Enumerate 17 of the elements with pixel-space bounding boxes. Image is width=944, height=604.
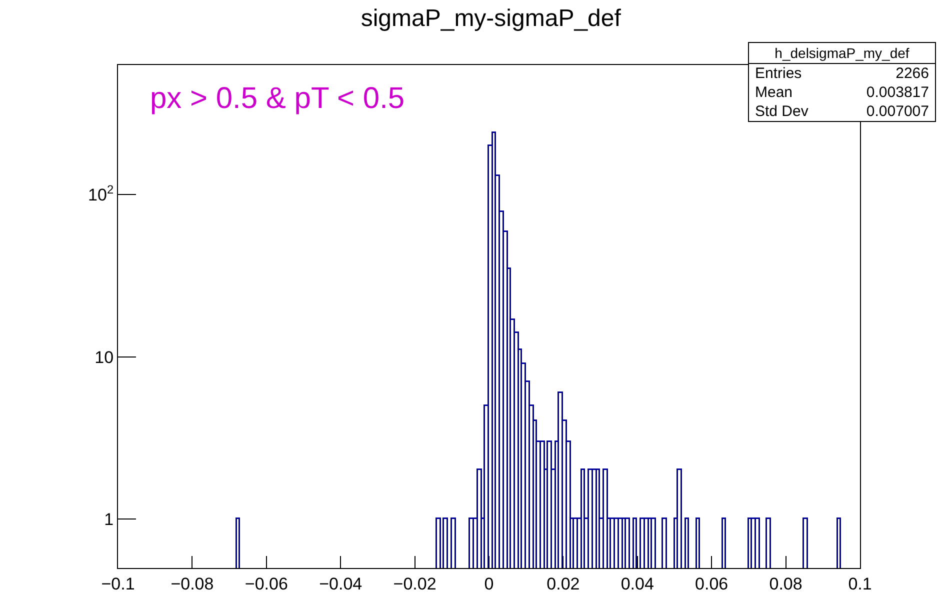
x-tick-label: 0.04 xyxy=(620,574,654,594)
x-tick-label: −0.06 xyxy=(244,574,288,594)
x-tick-label: 0 xyxy=(484,574,494,594)
x-tick-label: 0.1 xyxy=(848,574,872,594)
x-tick-label: −0.02 xyxy=(393,574,436,594)
chart-title: sigmaP_my-sigmaP_def xyxy=(360,4,622,32)
y-tick-label: 1 xyxy=(104,510,114,530)
x-tick-label: −0.08 xyxy=(170,574,214,594)
x-tick-label: −0.04 xyxy=(319,574,362,594)
y-tick-label: 10$^{2}$ xyxy=(88,182,114,205)
stats-box: h_delsigmaP_my_def Entries 2266 Mean 0.003817 Std Dev 0.007007 xyxy=(748,42,936,122)
y-tick-label: 10 xyxy=(94,348,114,367)
x-tick-label: −0.1 xyxy=(101,574,135,594)
annotation: px > 0.5 & pT < 0.5 xyxy=(150,82,405,115)
x-tick-label: 0.02 xyxy=(546,574,580,594)
x-tick-label: 0.08 xyxy=(769,574,802,594)
x-tick-label: 0.06 xyxy=(695,574,728,594)
